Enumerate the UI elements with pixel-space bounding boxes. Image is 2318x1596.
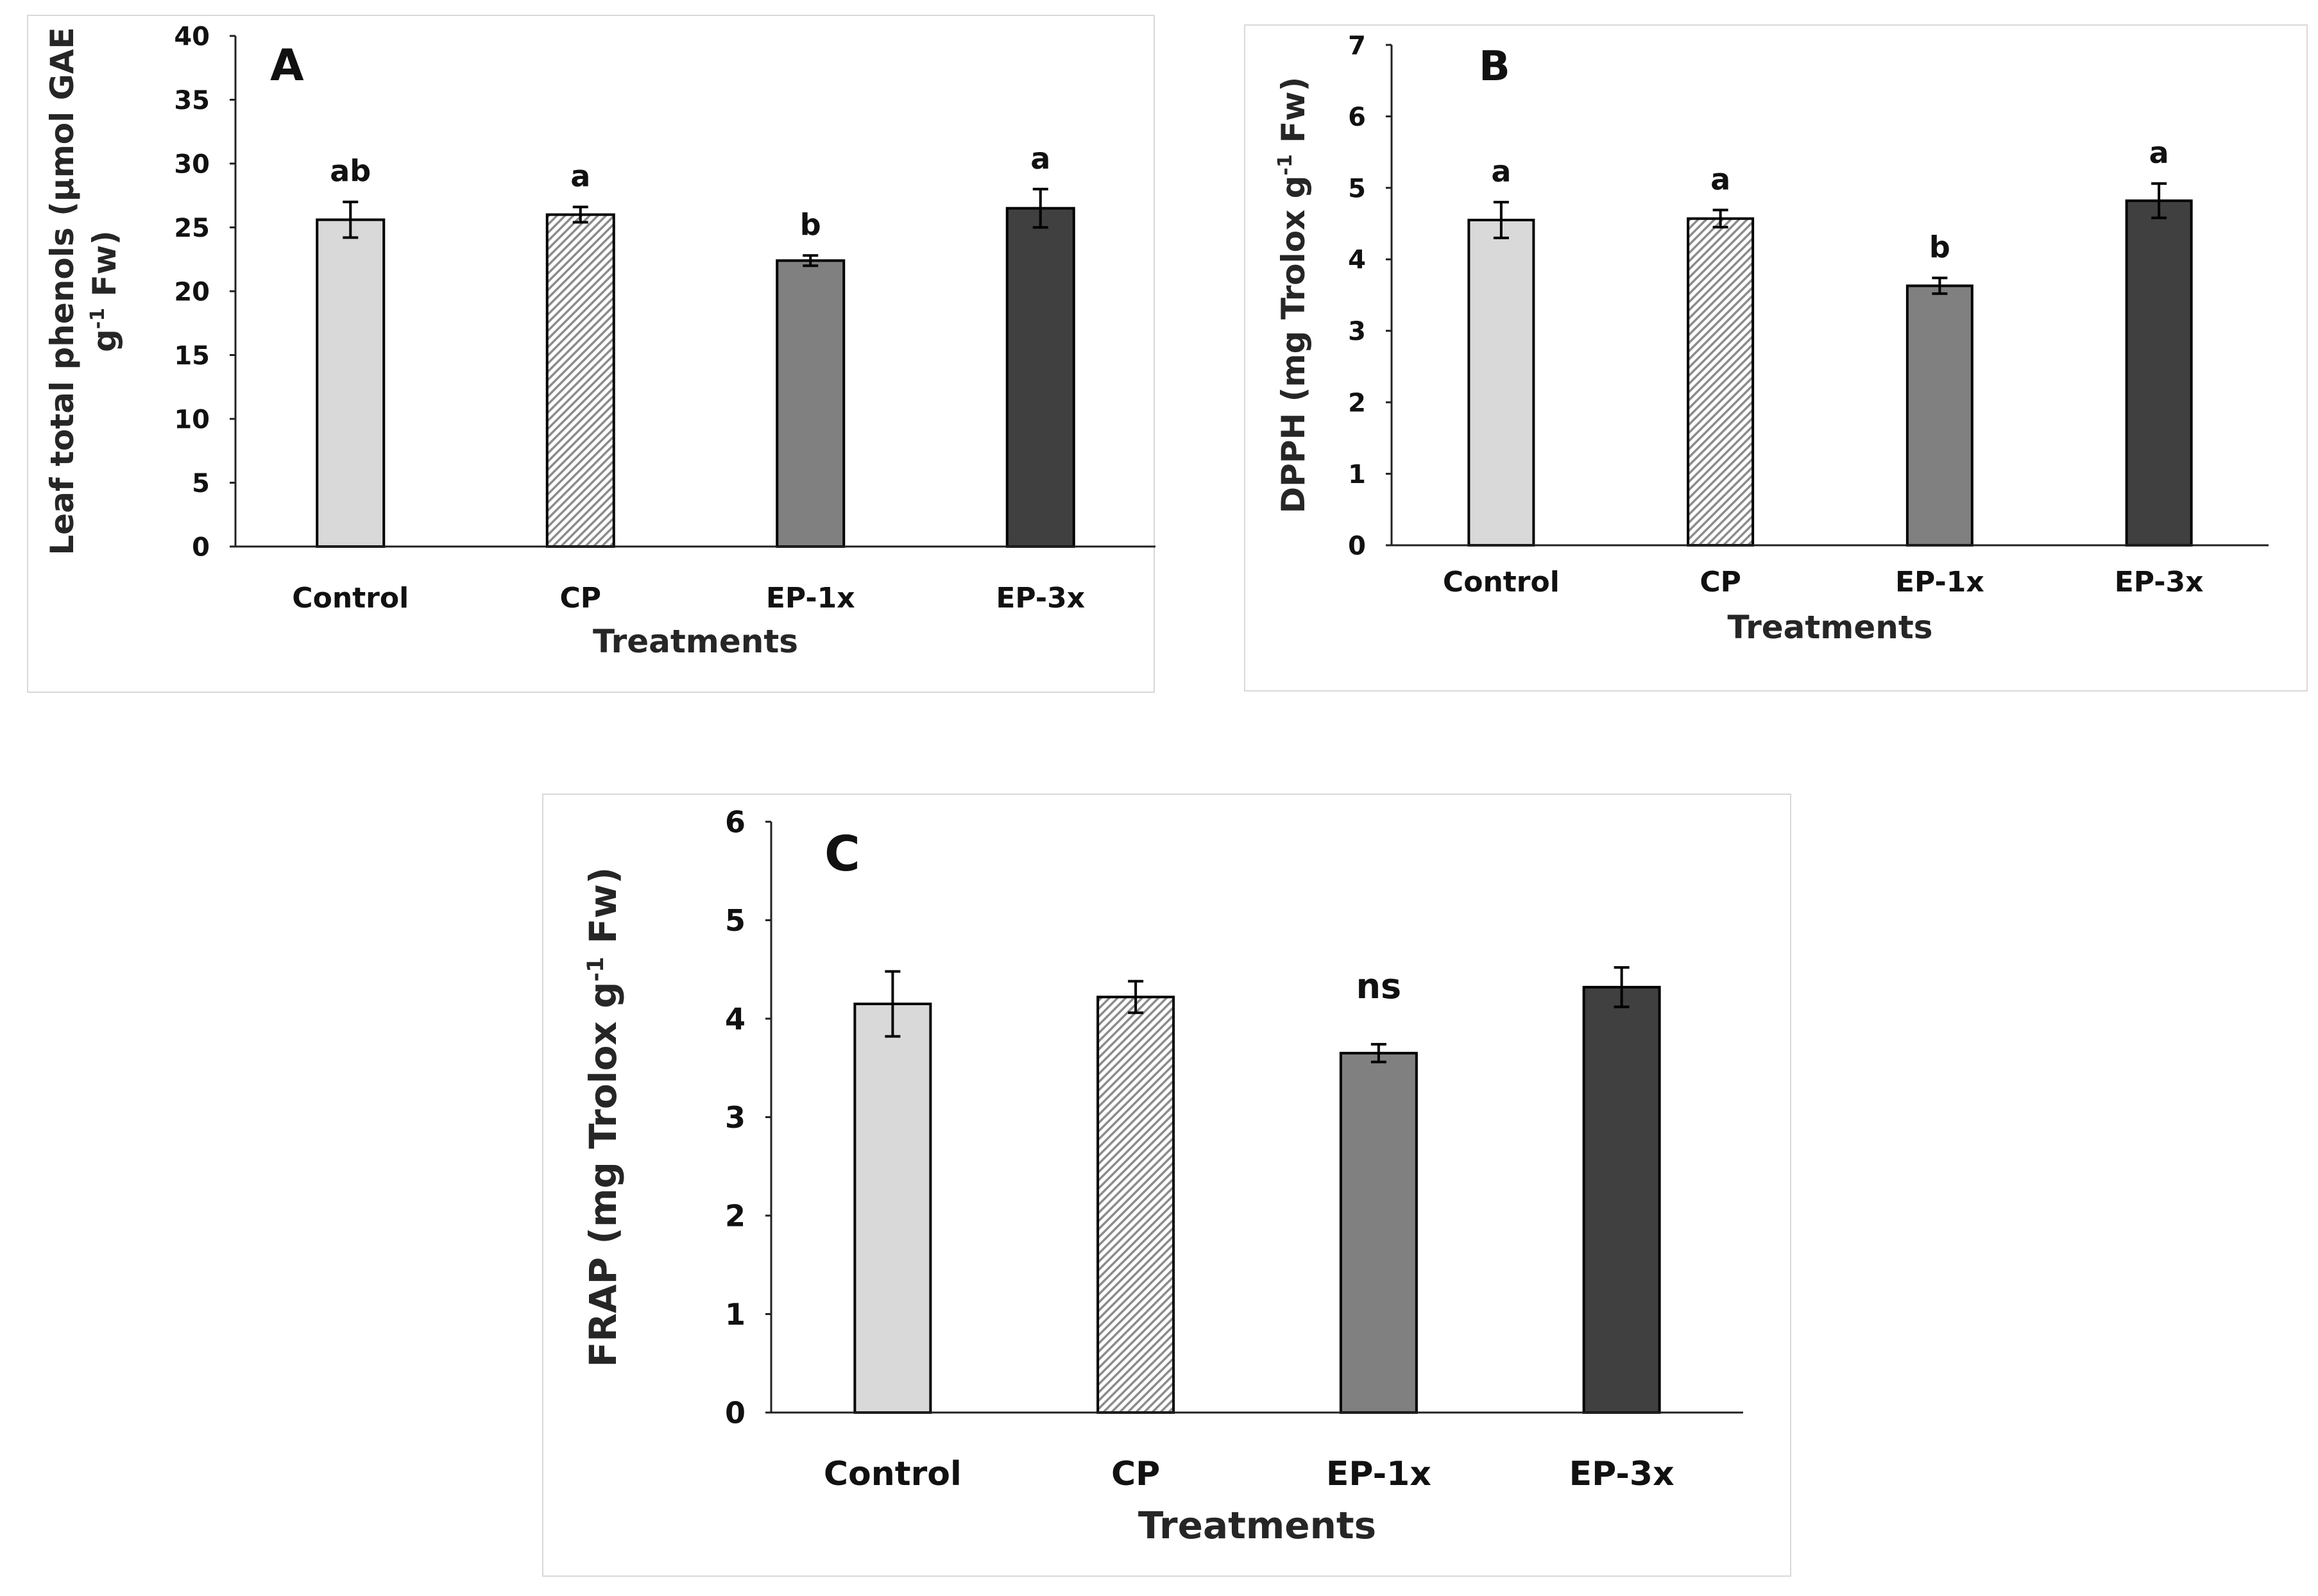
y-tick-label-a-6: 30 [174, 149, 210, 179]
y-tick-label-b-6: 6 [1348, 103, 1366, 132]
bar-c-0 [853, 1002, 932, 1414]
y-axis-title-suffix-b: Fw) [1275, 77, 1312, 155]
y-tick-label-c-5: 5 [725, 903, 746, 938]
y-tick-label-b-7: 7 [1348, 31, 1366, 60]
panel-c-svg: 0 1 2 3 4 5 6 Control CP EP-1x EP-3x ns C Treatments F… [581, 805, 1743, 1547]
panel-letter-b: B [1479, 43, 1510, 90]
bar-c-2 [1339, 1051, 1418, 1414]
x-category-label-b-3: EP-3x [2115, 566, 2204, 598]
y-axis-title-unit-a: g [86, 329, 123, 352]
y-tick-label-a-8: 40 [174, 22, 210, 51]
y-tick-label-c-3: 3 [725, 1100, 746, 1135]
bar-b-1 [1687, 217, 1755, 547]
y-tick-label-a-5: 25 [174, 214, 210, 243]
x-category-label-c-1: CP [1111, 1455, 1160, 1493]
y-tick-label-c-2: 2 [725, 1199, 746, 1234]
y-axis-title-prefix-b: DPPH (mg Trolox g [1275, 176, 1312, 514]
significance-label-b-0: a [1491, 154, 1511, 189]
bar-c-1 [1096, 996, 1175, 1414]
y-tick-label-b-1: 1 [1348, 460, 1366, 489]
bar-b-0 [1467, 219, 1535, 547]
significance-label-b-3: a [2149, 135, 2169, 170]
y-tick-label-c-1: 1 [725, 1297, 746, 1332]
x-category-label-a-3: EP-3x [996, 582, 1085, 615]
x-category-label-a-1: CP [559, 582, 601, 615]
ns-annotation-c: ns [1356, 966, 1402, 1006]
y-tick-label-a-0: 0 [192, 532, 210, 562]
y-tick-label-b-0: 0 [1348, 531, 1366, 561]
y-axis-title-c: FRAP (mg Trolox g-1 Fw) [581, 867, 625, 1368]
y-tick-label-a-2: 10 [174, 405, 210, 434]
y-tick-label-c-4: 4 [725, 1002, 746, 1037]
y-axis-title-superscript-a: -1 [87, 308, 109, 329]
x-axis-title-b: Treatments [1727, 609, 1932, 646]
x-category-label-b-0: Control [1443, 566, 1560, 598]
x-axis-title-a: Treatments [593, 623, 798, 660]
y-axis-title-line2-a: g-1 Fw) [86, 230, 123, 352]
bar-b-3 [2125, 199, 2193, 547]
bar-a-3 [1005, 207, 1075, 548]
significance-label-a-1: a [570, 159, 590, 194]
x-category-label-b-2: EP-1x [1895, 566, 1984, 598]
panel-a-chart: 0 5 10 15 20 25 30 35 40 Control ab CP a EP-1x b EP-3x a… [27, 15, 1155, 693]
significance-label-b-1: a [1710, 162, 1730, 196]
x-category-label-c-2: EP-1x [1326, 1455, 1431, 1493]
y-tick-label-a-4: 20 [174, 277, 210, 307]
x-category-label-a-2: EP-1x [766, 582, 855, 615]
x-category-label-c-3: EP-3x [1569, 1455, 1675, 1493]
y-tick-label-b-3: 3 [1348, 317, 1366, 346]
y-axis-title-superscript-b: -1 [1274, 154, 1297, 175]
significance-label-b-2: b [1929, 230, 1950, 264]
y-tick-label-a-3: 15 [174, 341, 210, 371]
bar-a-2 [776, 259, 846, 548]
panel-b-svg: 0 1 2 3 4 5 6 7 Control a CP a EP-1x b EP-3x a B Treatmen… [1274, 31, 2269, 646]
y-tick-label-a-1: 5 [192, 469, 210, 498]
panel-letter-c: C [824, 825, 860, 882]
y-tick-label-c-6: 6 [725, 805, 746, 840]
panel-c-chart: 0 1 2 3 4 5 6 Control CP EP-1x EP-3x ns C Treatments F… [542, 794, 1791, 1577]
significance-label-a-0: ab [330, 154, 371, 189]
significance-label-a-2: b [800, 207, 821, 242]
bar-b-2 [1905, 284, 1973, 547]
significance-label-a-3: a [1030, 141, 1050, 176]
y-axis-title-superscript-c: -1 [583, 957, 609, 982]
y-axis-title-suffix-a: Fw) [86, 230, 123, 308]
y-axis-title-suffix-c: Fw) [581, 867, 625, 957]
y-tick-label-b-4: 4 [1348, 246, 1366, 275]
bar-a-0 [316, 218, 386, 548]
y-tick-label-c-0: 0 [725, 1396, 746, 1430]
y-axis-title-b: DPPH (mg Trolox g-1 Fw) [1274, 77, 1312, 514]
x-category-label-a-0: Control [292, 582, 409, 615]
panel-b-chart: 0 1 2 3 4 5 6 7 Control a CP a EP-1x b EP-3x a B Treatmen… [1244, 24, 2308, 692]
y-tick-label-b-5: 5 [1348, 174, 1366, 203]
y-axis-title-prefix-c: FRAP (mg Trolox g [581, 981, 625, 1367]
panel-a-svg: 0 5 10 15 20 25 30 35 40 Control ab CP a EP-1x b EP-3x a… [44, 22, 1155, 660]
x-axis-title-c: Treatments [1138, 1504, 1376, 1547]
x-category-label-b-1: CP [1700, 566, 1741, 598]
bar-a-1 [545, 213, 615, 548]
y-tick-label-a-7: 35 [174, 86, 210, 115]
panel-letter-a: A [270, 40, 304, 91]
y-tick-label-b-2: 2 [1348, 389, 1366, 418]
bar-c-3 [1582, 985, 1661, 1414]
y-axis-title-line1-a: Leaf total phenols (µmol GAE [44, 27, 81, 555]
x-category-label-c-0: Control [824, 1455, 962, 1493]
